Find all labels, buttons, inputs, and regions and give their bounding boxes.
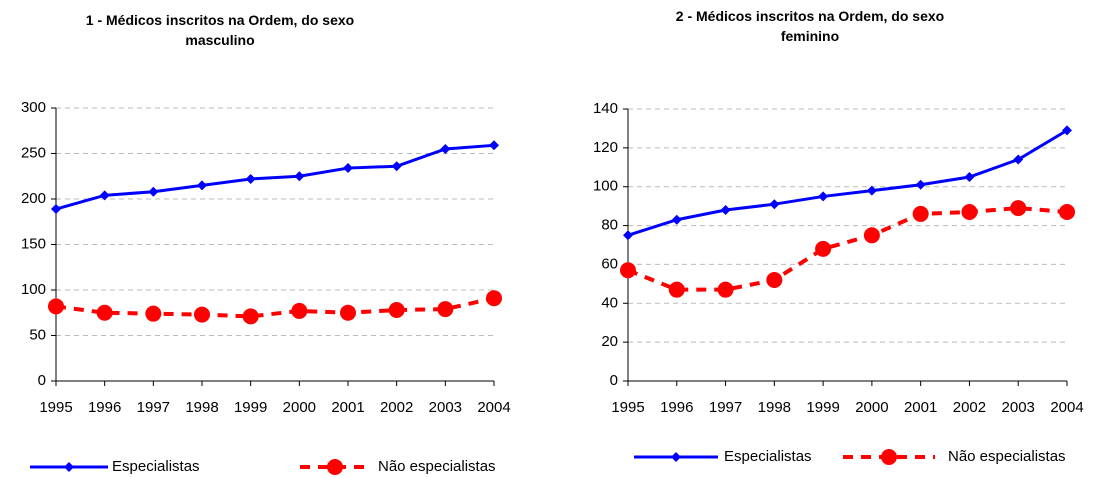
point	[1013, 154, 1024, 165]
chart-title: 1 - Médicos inscritos na Ordem, do sexo …	[85, 12, 355, 48]
point	[1062, 125, 1072, 136]
point	[388, 302, 405, 319]
point	[717, 281, 734, 298]
point	[915, 179, 926, 190]
point	[489, 140, 499, 151]
point	[194, 306, 210, 323]
y-tick-label: 250	[21, 144, 46, 161]
legend-marker	[64, 462, 74, 472]
x-tick-label: 1996	[88, 399, 121, 416]
legend-marker	[327, 459, 343, 475]
point	[769, 199, 780, 210]
point	[818, 191, 829, 202]
point	[245, 173, 256, 184]
point	[148, 186, 159, 197]
y-tick-label: 100	[593, 178, 618, 195]
series-line	[55, 296, 495, 319]
x-tick-label: 2001	[904, 399, 937, 416]
x-tick-label: 2000	[855, 399, 888, 416]
point	[668, 281, 685, 298]
point	[620, 262, 636, 279]
point	[623, 230, 633, 241]
point	[343, 163, 353, 174]
x-tick-label: 2002	[953, 399, 986, 416]
point	[863, 227, 880, 244]
x-tick-label: 1997	[709, 399, 742, 416]
y-tick-label: 140	[593, 100, 618, 117]
series-line	[55, 143, 495, 211]
point	[96, 304, 113, 321]
y-tick-label: 60	[601, 255, 618, 272]
y-tick-label: 300	[21, 99, 46, 116]
legend-label: Especialistas	[112, 458, 200, 475]
x-tick-label: 2001	[331, 399, 364, 416]
y-tick-label: 0	[38, 372, 46, 389]
x-tick-label: 2003	[429, 399, 462, 416]
x-tick-label: 1999	[234, 399, 267, 416]
point	[48, 298, 64, 315]
x-tick-label: 1996	[660, 399, 693, 416]
y-tick-label: 40	[601, 294, 618, 311]
y-tick-label: 80	[601, 217, 618, 234]
point	[242, 308, 259, 325]
legend-label: Não especialistas	[378, 458, 496, 475]
point	[720, 205, 731, 216]
x-tick-label: 1995	[39, 399, 72, 416]
x-tick-label: 2002	[380, 399, 413, 416]
x-tick-label: 1999	[806, 399, 839, 416]
legend-marker	[671, 452, 681, 462]
point	[671, 214, 682, 225]
point	[440, 143, 451, 154]
x-tick-label: 2003	[1002, 399, 1035, 416]
point	[340, 304, 356, 321]
x-tick-label: 1998	[758, 399, 791, 416]
y-tick-label: 120	[593, 139, 618, 156]
point	[912, 205, 929, 222]
x-tick-label: 2004	[1050, 399, 1083, 416]
point	[145, 305, 162, 322]
point	[964, 172, 975, 182]
x-tick-label: 1997	[137, 399, 170, 416]
y-tick-label: 0	[610, 372, 618, 389]
point	[391, 161, 402, 172]
x-tick-label: 2004	[477, 399, 510, 416]
point	[486, 290, 502, 307]
point	[1010, 200, 1027, 217]
point	[437, 301, 454, 318]
legend-label: Não especialistas	[948, 448, 1066, 465]
y-tick-label: 50	[29, 326, 46, 343]
legend-label: Especialistas	[724, 448, 812, 465]
y-tick-label: 150	[21, 235, 46, 252]
point	[291, 302, 308, 319]
point	[866, 185, 877, 196]
point	[51, 204, 61, 215]
series-line	[627, 206, 1068, 292]
series-line	[627, 129, 1068, 237]
point	[1059, 203, 1075, 220]
point	[766, 271, 783, 288]
point	[197, 180, 207, 191]
legend-marker	[881, 449, 897, 465]
point	[294, 171, 305, 182]
x-tick-label: 1998	[185, 399, 218, 416]
y-tick-label: 20	[601, 333, 618, 350]
y-tick-label: 100	[21, 281, 46, 298]
point	[961, 203, 978, 220]
y-tick-label: 200	[21, 190, 46, 207]
chart-title: 2 - Médicos inscritos na Ordem, do sexo …	[675, 8, 945, 44]
x-tick-label: 1995	[611, 399, 644, 416]
x-tick-label: 2000	[283, 399, 316, 416]
point	[815, 240, 832, 257]
point	[99, 190, 110, 201]
